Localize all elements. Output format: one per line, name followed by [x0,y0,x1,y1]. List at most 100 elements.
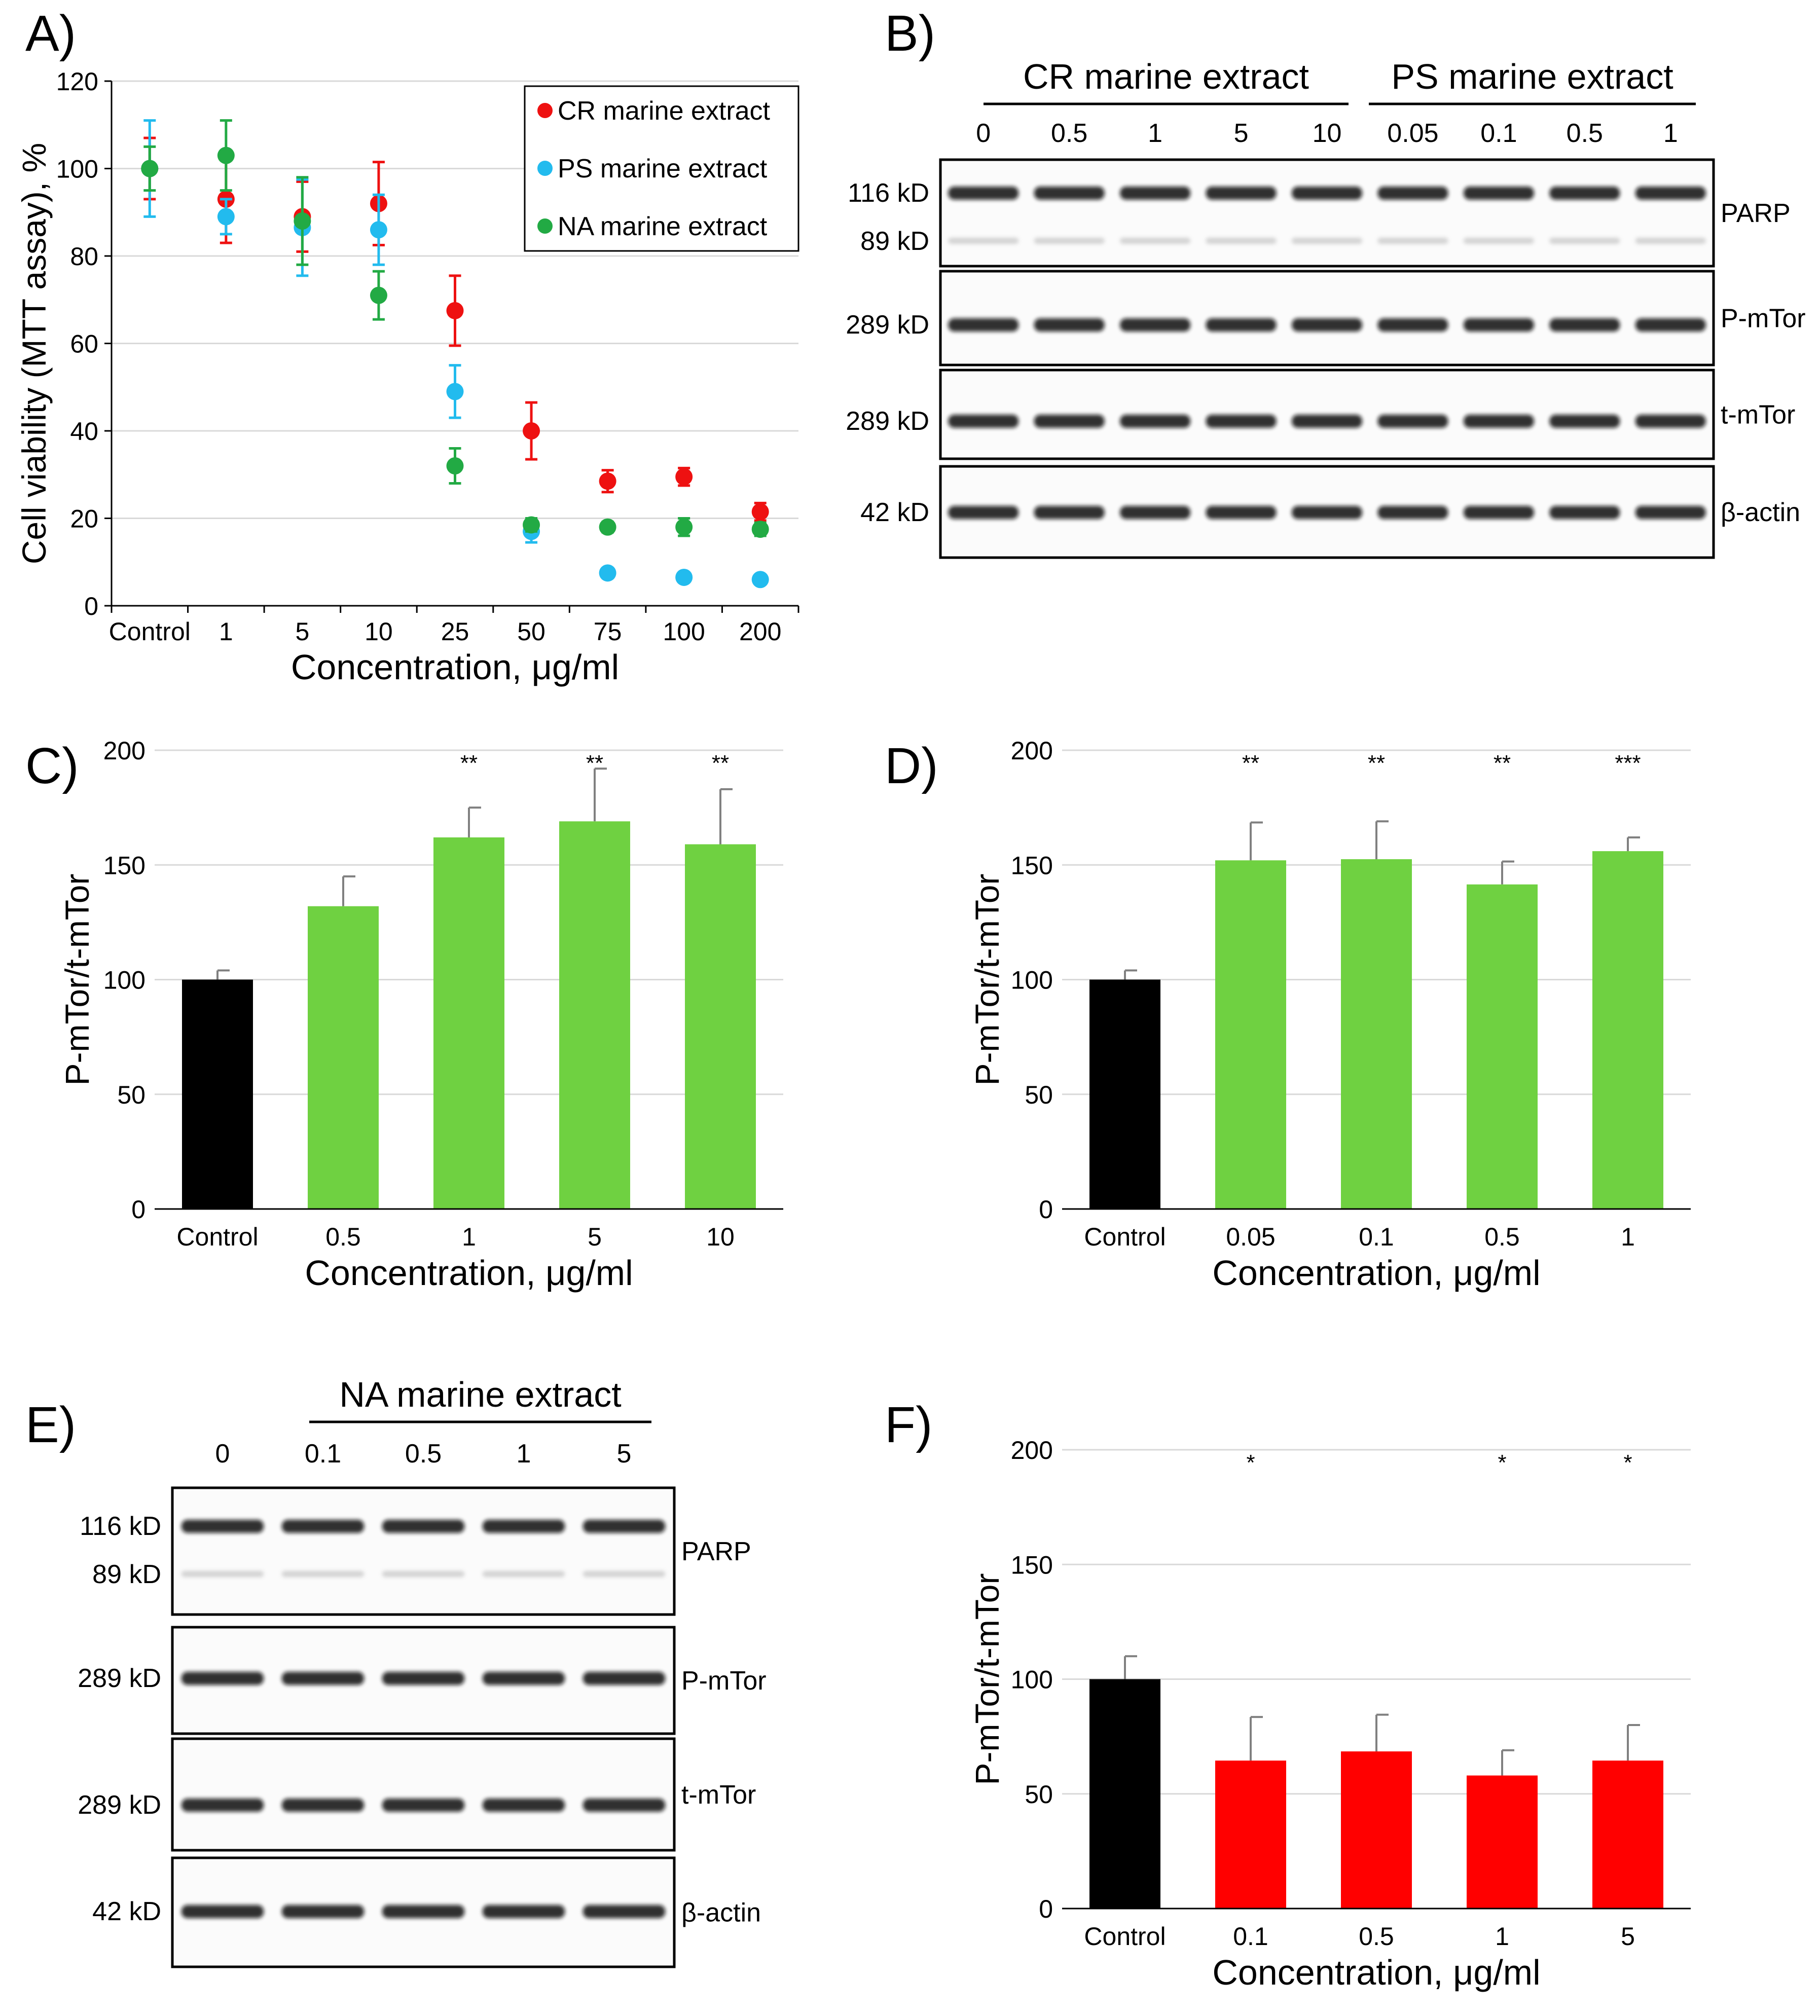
lane-label: 0.5 [1051,119,1087,148]
band [181,1672,264,1685]
kd-marker: 42 kD [92,1897,161,1926]
blot-row-tmtor: t-mTor 289 kD [78,1737,756,1852]
bar [1467,884,1538,1209]
y-axis-title: P-mTor/t-mTor [58,874,96,1086]
blot-row-pmtor: P-mTor 289 kD [78,1626,767,1735]
significance-mark: *** [1615,751,1641,776]
group-header: CR marine extract [1023,57,1309,96]
blot-row-pmtor: P-mTor 289 kD [846,270,1806,366]
panel-f-letter: F) [885,1397,932,1453]
x-tick-label: 100 [663,617,705,646]
bar [308,906,379,1209]
band [382,1905,465,1918]
x-tick-label: 10 [706,1223,735,1251]
x-tick-label: 5 [295,617,309,646]
significance-mark: ** [586,751,603,776]
panel-b: B) CR marine extract PS marine extract 0 0.… [846,5,1806,559]
band [583,1905,666,1918]
bar [433,837,504,1209]
band [1549,318,1620,332]
band [1635,318,1706,332]
y-tick-label: 150 [1011,851,1053,879]
protein-label: β-actin [681,1898,761,1928]
data-point [446,302,464,319]
group-header: NA marine extract [339,1375,621,1414]
kd-marker: 289 kD [846,310,929,340]
data-point [217,146,235,164]
x-tick-label: Control [109,617,191,646]
band [482,1520,565,1533]
blot-frame [939,369,1715,460]
faint-band [382,1571,465,1577]
lane-label: 1 [517,1439,531,1469]
band [1635,187,1706,200]
kd-marker: 289 kD [78,1664,161,1693]
significance-mark: * [1246,1450,1255,1475]
lane-label: 0.5 [1567,119,1603,148]
band [1463,187,1534,200]
data-point [751,503,769,521]
faint-band [1377,238,1448,244]
legend-label: NA marine extract [558,212,768,241]
band [482,1905,565,1918]
y-tick-label: 100 [56,155,98,184]
panel-e: E) NA marine extract 0 0.1 0.5 1 5 PARP 116 kD 8… [25,1375,767,1968]
band [1549,415,1620,428]
band [583,1520,666,1533]
significance-mark: ** [1368,751,1385,776]
lane-label: 0.05 [1387,119,1438,148]
y-tick-label: 200 [103,737,145,765]
x-axis-title: Concentration, μg/ml [305,1253,633,1293]
data-point [294,212,311,230]
band [1635,415,1706,428]
significance-mark: ** [1242,751,1259,776]
lane-label: 1 [1663,119,1678,148]
x-tick-label: 1 [1621,1223,1635,1251]
x-tick-label: 75 [594,617,622,646]
y-axis-title: Cell viability (MTT assay), % [15,143,53,564]
band [1034,318,1105,332]
blot-row-actin: β-actin 42 kD [860,465,1800,559]
band [1377,415,1448,428]
bar [1341,859,1412,1209]
lane-label: 0.1 [305,1439,341,1469]
y-tick-label: 50 [117,1081,145,1109]
bar [182,979,253,1209]
y-tick-label: 0 [131,1195,145,1224]
band [583,1672,666,1685]
lane-label: 0.5 [405,1439,442,1469]
y-axis-title: P-mTor/t-mTor [968,874,1006,1086]
data-point [675,568,693,586]
band [1463,415,1534,428]
band [1463,506,1534,519]
x-tick-label: 5 [588,1223,602,1251]
kd-marker: 289 kD [78,1790,161,1820]
faint-band [1463,238,1534,244]
x-axis-title: Concentration, μg/ml [1212,1953,1540,1992]
band [482,1799,565,1812]
bar [1592,1761,1663,1909]
band [281,1672,365,1685]
band [181,1799,264,1812]
y-tick-label: 0 [84,592,98,620]
data-point [751,521,769,538]
significance-mark: ** [460,751,478,776]
band [482,1672,565,1685]
protein-label: P-mTor [681,1666,767,1696]
western-blot-e: NA marine extract 0 0.1 0.5 1 5 PARP 116 kD 89 k… [78,1375,767,1968]
band [281,1905,365,1918]
band [1292,506,1362,519]
group-header: PS marine extract [1391,57,1673,96]
viability-scatter-plot: 0 20 40 60 80 100 120 Control 1 5 10 25 50 75 100 200 Co… [15,67,799,687]
y-tick-label: 40 [70,417,98,446]
panel-a-letter: A) [25,5,76,62]
band [948,415,1019,428]
protein-label: PARP [681,1537,751,1566]
x-tick-label: 10 [365,617,393,646]
bar [1215,1761,1286,1909]
bar-chart-f: 0 50 100 150 200 * * * Control 0.1 0.5 1 5 Concentrat… [968,1436,1691,1992]
band [1549,506,1620,519]
x-tick-label: 0.1 [1233,1922,1268,1951]
data-point [599,518,616,536]
band [1635,506,1706,519]
